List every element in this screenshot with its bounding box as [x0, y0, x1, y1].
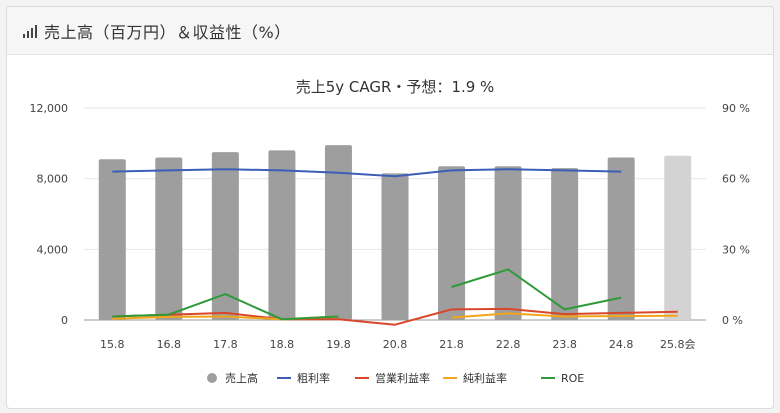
- sales-bar: [438, 166, 466, 320]
- sales-bar: [211, 152, 239, 320]
- legend-label: 売上高: [225, 371, 258, 385]
- category-label: 22.8: [496, 338, 521, 351]
- right-tick-label: 90 %: [722, 102, 750, 115]
- category-label: 15.8: [100, 338, 125, 351]
- sales-bar: [381, 173, 409, 320]
- chart-title: 売上5y CAGR・予想：1.9 %: [296, 78, 495, 96]
- category-label: 24.8: [609, 338, 634, 351]
- right-tick-label: 60 %: [722, 173, 750, 186]
- left-tick-label: 8,000: [37, 173, 69, 186]
- legend-label: 営業利益率: [375, 371, 430, 385]
- series-line: [112, 307, 678, 326]
- category-label: 25.8会: [660, 338, 696, 351]
- legend-label: ROE: [561, 372, 584, 385]
- sales-bar: [155, 157, 183, 320]
- series-line: [451, 312, 678, 319]
- series-line: [451, 268, 622, 311]
- card-header: 売上高（百万円）＆収益性（%）: [7, 7, 773, 55]
- legend-label: 粗利率: [297, 371, 330, 385]
- chart-card: 売上高（百万円）＆収益性（%）: [6, 6, 774, 409]
- bar-chart-icon: [23, 25, 37, 38]
- sales-bar: [98, 159, 126, 320]
- sales-bar: [268, 150, 296, 320]
- series-line: [112, 168, 622, 178]
- category-label: 18.8: [270, 338, 295, 351]
- series-line: [112, 293, 339, 321]
- sales-bar: [324, 145, 352, 320]
- category-label: 19.8: [326, 338, 351, 351]
- left-tick-label: 12,000: [30, 102, 69, 115]
- sales-bar: [551, 168, 579, 320]
- left-tick-label: 4,000: [37, 243, 69, 256]
- legend-label: 純利益率: [463, 371, 507, 385]
- right-tick-label: 0 %: [722, 314, 743, 327]
- card-title: 売上高（百万円）＆収益性（%）: [44, 22, 291, 42]
- category-label: 21.8: [439, 338, 464, 351]
- right-tick-label: 30 %: [722, 243, 750, 256]
- left-tick-label: 0: [61, 314, 68, 327]
- category-label: 23.8: [552, 338, 577, 351]
- legend-marker: [207, 373, 217, 383]
- category-label: 17.8: [213, 338, 238, 351]
- sales-bar: [664, 155, 692, 320]
- sales-bar: [494, 166, 522, 320]
- category-label: 16.8: [157, 338, 182, 351]
- sales-bar: [607, 157, 635, 320]
- category-label: 20.8: [383, 338, 408, 351]
